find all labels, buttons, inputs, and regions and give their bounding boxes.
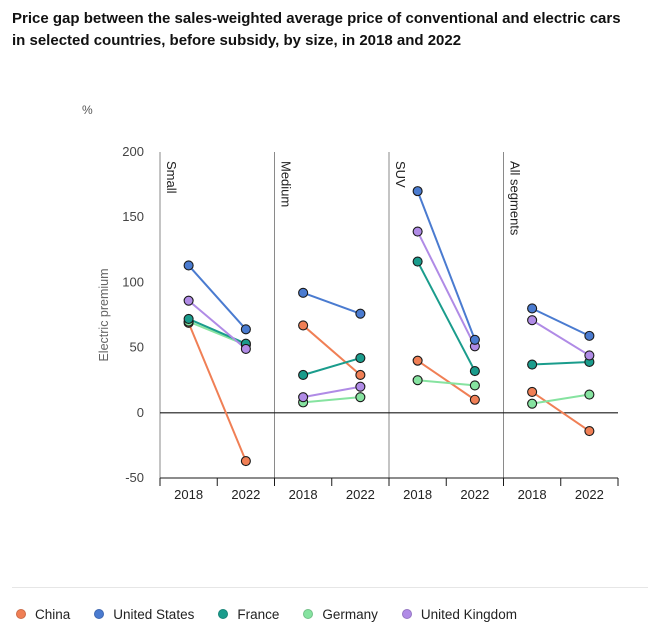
x-tick-label: 2022	[231, 487, 260, 502]
legend-item: France	[218, 607, 279, 622]
data-point	[412, 355, 423, 366]
y-tick-label: 150	[122, 209, 144, 224]
data-point	[298, 392, 309, 403]
chart-series	[183, 186, 595, 467]
data-point	[584, 330, 595, 341]
x-tick-label: 2018	[174, 487, 203, 502]
series-line	[187, 299, 247, 350]
y-axis-title: Electric premium	[97, 268, 111, 361]
data-point	[298, 369, 309, 381]
data-point	[527, 386, 538, 397]
data-point	[412, 226, 423, 237]
y-tick-label: 0	[137, 405, 144, 420]
legend-label: Germany	[322, 606, 378, 622]
series-line	[187, 264, 247, 331]
series-line	[531, 319, 590, 357]
legend-item: United Kingdom	[401, 606, 517, 622]
legend-marker-icon	[401, 609, 412, 619]
x-tick-label: 2022	[575, 487, 604, 502]
legend-item: Germany	[303, 607, 378, 622]
data-point	[183, 260, 194, 271]
data-point	[527, 303, 538, 314]
data-point	[240, 455, 251, 467]
data-point	[355, 352, 366, 364]
data-point	[183, 295, 194, 306]
legend-marker-icon	[218, 609, 229, 619]
data-point	[527, 315, 538, 326]
x-tick-label: 2022	[346, 487, 375, 502]
y-axis: -50 0 50 100 150 200 Electric premium	[97, 144, 144, 485]
data-point	[298, 320, 309, 331]
x-tick-label: 2018	[403, 487, 432, 502]
data-point	[584, 350, 595, 361]
legend-divider	[12, 587, 648, 588]
legend-marker-icon	[16, 609, 26, 619]
series-line	[302, 357, 361, 376]
series-line	[416, 231, 476, 347]
series-line	[531, 393, 590, 405]
series-line	[531, 391, 590, 432]
data-point	[298, 287, 309, 298]
data-point	[355, 369, 366, 381]
data-point	[469, 334, 480, 345]
series-line	[416, 190, 476, 341]
panel-label: Small	[164, 161, 179, 194]
series-line	[302, 385, 361, 399]
series-line	[187, 322, 247, 462]
legend-marker-icon	[94, 609, 105, 619]
series-line	[532, 360, 590, 366]
legend-label: United States	[113, 606, 195, 622]
data-point	[355, 392, 366, 403]
data-point	[240, 343, 251, 354]
legend-marker-icon	[303, 609, 314, 619]
data-point	[412, 375, 423, 386]
y-tick-label: 50	[130, 340, 144, 355]
data-point	[584, 389, 595, 400]
legend-label: United Kingdom	[420, 606, 517, 622]
data-point	[183, 313, 194, 324]
y-tick-label: 200	[122, 144, 144, 159]
data-point	[469, 394, 480, 405]
panel-label: SUV	[393, 161, 408, 188]
legend-label: France	[237, 606, 280, 622]
data-point	[412, 186, 423, 197]
data-point	[240, 324, 251, 335]
y-tick-label: 100	[122, 274, 144, 289]
x-axis: 2018 2022 2018 2022 2018 2022 2018 2022	[159, 412, 619, 502]
chart-svg: -50 0 50 100 150 200 Electric premium Small Med…	[97, 144, 619, 502]
unit-label: %	[82, 103, 93, 117]
series-line	[303, 396, 361, 404]
data-point	[469, 366, 480, 377]
legend-label: China	[35, 606, 71, 622]
chart-panels: Small Medium SUV All segments	[159, 152, 523, 478]
data-point	[355, 381, 366, 392]
data-point	[412, 256, 423, 267]
legend-item: China	[16, 607, 70, 622]
data-point	[527, 359, 538, 370]
y-tick-label: -50	[125, 470, 144, 485]
series-line	[302, 291, 361, 315]
series-line	[188, 317, 247, 345]
data-point	[527, 398, 538, 409]
panel-label: Medium	[279, 161, 294, 207]
legend: China United States France Germany United Ki…	[16, 604, 541, 624]
series-line	[417, 379, 475, 387]
legend-item: United States	[94, 607, 194, 622]
data-point	[584, 426, 595, 437]
data-point	[355, 308, 366, 319]
panel-label: All segments	[508, 161, 523, 236]
series-line	[417, 359, 476, 401]
series-line	[531, 307, 590, 337]
x-tick-label: 2018	[518, 487, 547, 502]
series-line	[302, 324, 362, 376]
chart-title: Price gap between the sales-weighted ave…	[12, 10, 621, 49]
x-tick-label: 2018	[289, 487, 318, 502]
series-line	[416, 261, 476, 372]
x-tick-label: 2022	[460, 487, 489, 502]
data-point	[469, 380, 480, 391]
